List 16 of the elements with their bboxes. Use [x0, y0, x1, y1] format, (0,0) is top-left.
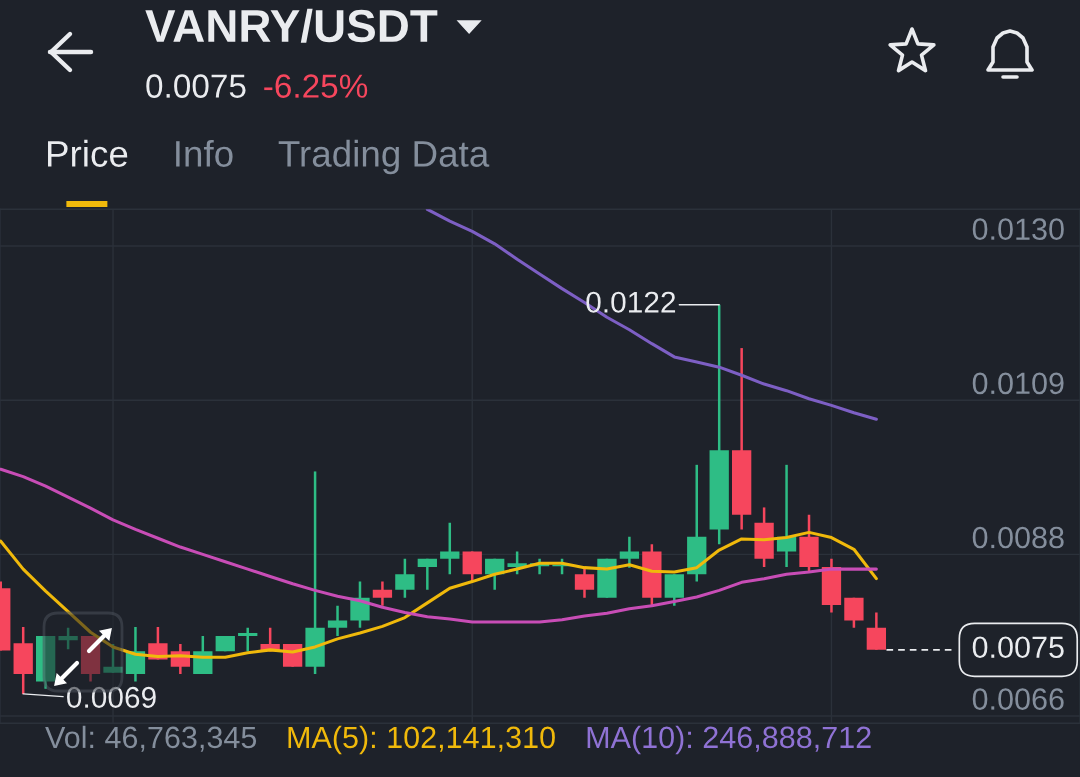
text: Trading Data: [278, 139, 490, 175]
ref-line-label: 0.0075: [972, 636, 1064, 659]
text: Price: [48, 139, 128, 167]
chart-subtitle: 0.0075: [146, 74, 246, 98]
text: Info: [176, 139, 233, 167]
chart-title: VANRY/USDT: [145, 8, 438, 43]
text: MA(10): 246,888,712: [587, 725, 871, 755]
y-tick-label: 0.0109: [972, 372, 1064, 395]
text: MA(5): 102,141,310: [288, 725, 555, 755]
text: Vol: 46,763,345: [45, 725, 257, 752]
y-tick-label: 0.0088: [972, 526, 1064, 549]
text: -6.25%: [264, 74, 368, 98]
y-tick-label: 0.0130: [972, 218, 1064, 240]
annotation: 0.0069: [67, 686, 156, 708]
y-tick-label: 0.0066: [972, 688, 1064, 710]
annotation: 0.0122: [586, 291, 676, 313]
